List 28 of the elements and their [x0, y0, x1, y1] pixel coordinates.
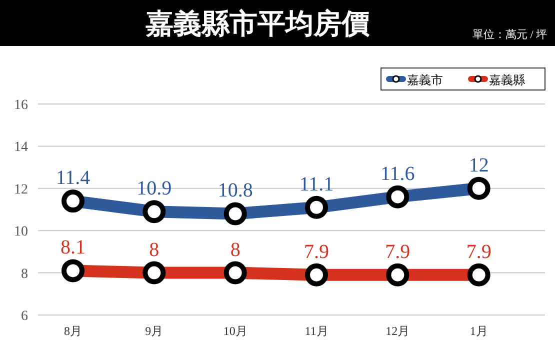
chart-title: 嘉義縣市平均房價 — [146, 8, 370, 40]
data-label: 8 — [149, 238, 160, 261]
x-tick-label: 8月 — [64, 324, 82, 338]
data-label: 8 — [230, 238, 240, 261]
y-tick-label: 12 — [14, 182, 28, 198]
legend-label: 嘉義市 — [407, 73, 443, 87]
data-label: 10.8 — [218, 180, 253, 202]
data-label: 7.9 — [385, 240, 410, 263]
data-label: 12 — [468, 154, 489, 176]
data-label: 7.9 — [304, 240, 329, 263]
x-tick-label: 1月 — [470, 324, 488, 338]
x-tick-label: 11月 — [304, 324, 328, 338]
x-tick-label: 12月 — [386, 324, 410, 338]
x-tick-label: 9月 — [145, 324, 164, 338]
y-tick-label: 16 — [14, 98, 28, 113]
data-label: 7.9 — [466, 240, 492, 263]
legend-label: 嘉義縣 — [489, 73, 525, 87]
data-label: 11.6 — [380, 162, 415, 185]
data-label: 8.1 — [60, 236, 86, 259]
data-label: 11.1 — [299, 173, 334, 196]
y-tick-label: 14 — [14, 140, 28, 156]
y-tick-label: 10 — [14, 224, 28, 240]
data-label: 11.4 — [56, 167, 90, 190]
text: 單位：萬元 / 坪 — [472, 28, 547, 41]
y-tick-label: 6 — [21, 309, 28, 324]
x-tick-label: 10月 — [223, 324, 248, 338]
y-tick-label: 8 — [21, 266, 28, 282]
data-label: 10.9 — [136, 178, 172, 200]
